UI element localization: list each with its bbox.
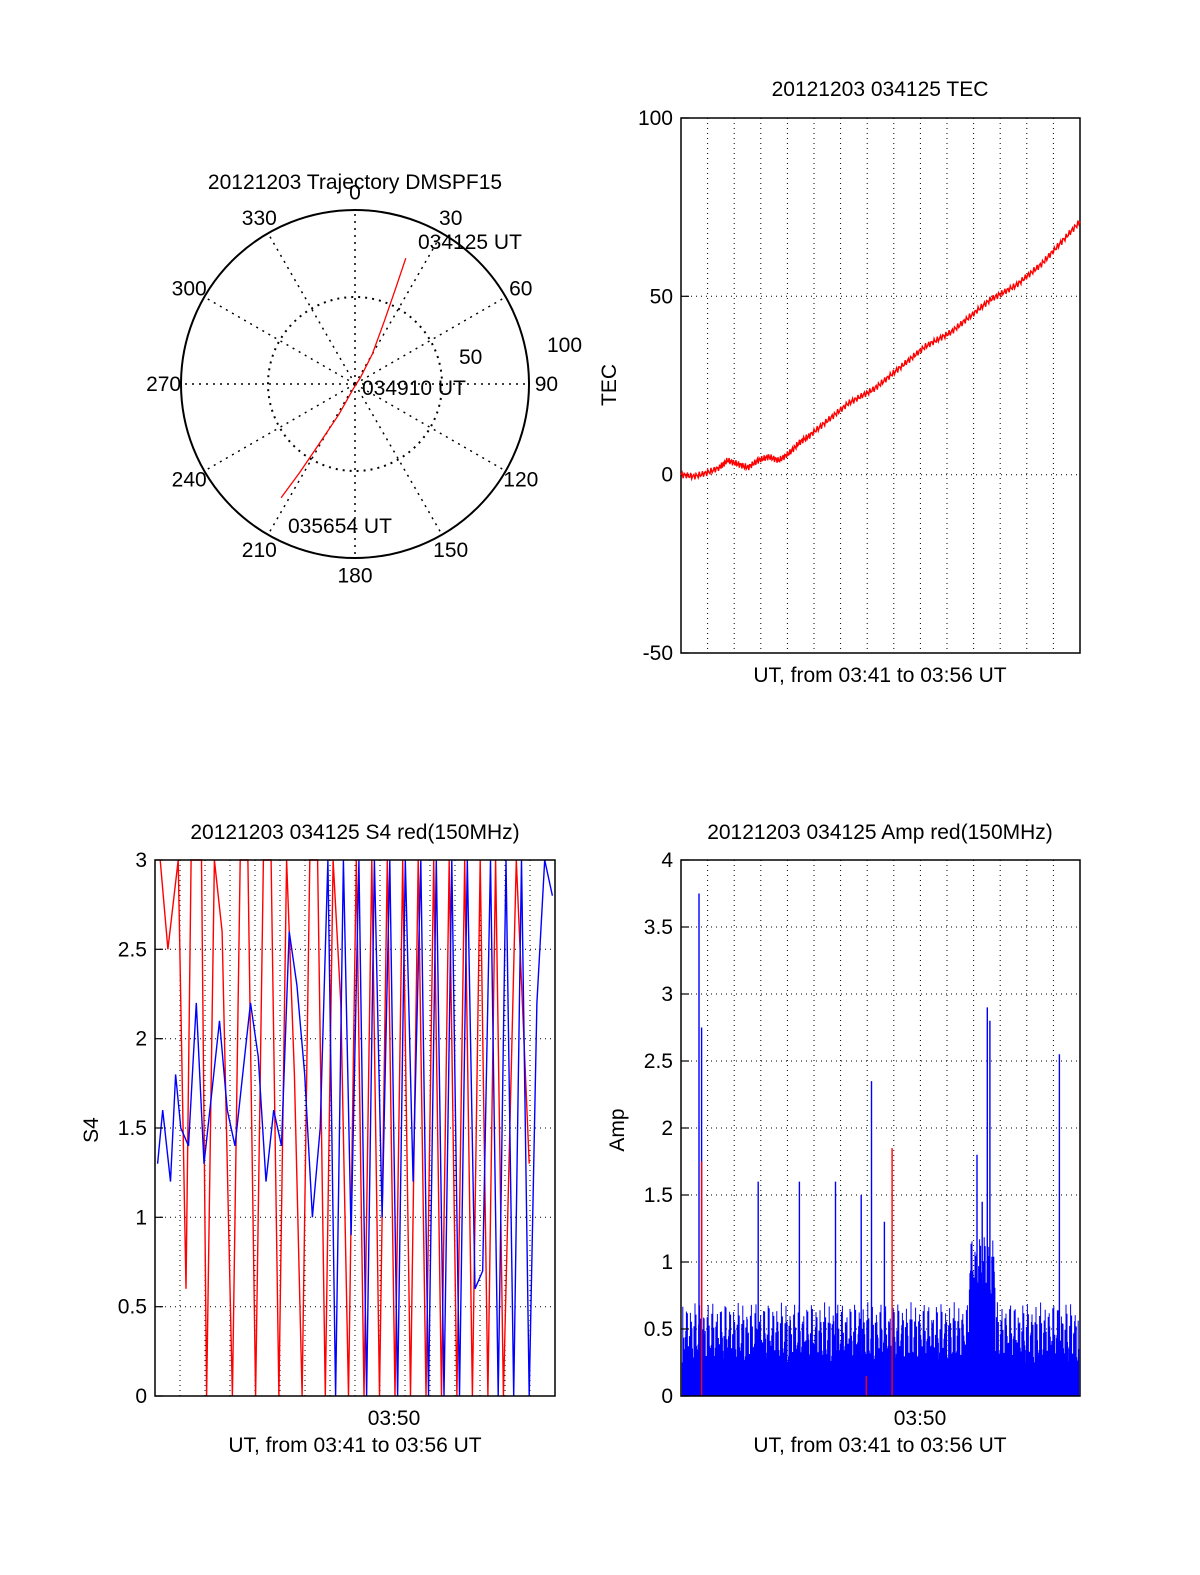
amp-ytick-label-1.5: 1.5 [644, 1184, 673, 1207]
amp-y-ticks: 0 0.5 1 1.5 2 2.5 3 3.5 4 [644, 849, 689, 1408]
amp-ytick-label-1: 1 [661, 1251, 673, 1274]
s4-ytick-label-3: 3 [135, 849, 147, 872]
amp-ytick-label-0: 0 [661, 1385, 673, 1408]
s4-y-ticks: 0 0.5 1 1.5 2 2.5 3 [118, 849, 163, 1408]
polar-radius-label-50: 50 [459, 346, 482, 369]
polar-spoke-150 [354, 383, 443, 536]
tec-y-ticks: -50 0 50 100 [638, 107, 689, 665]
amp-ytick-label-4: 4 [661, 849, 673, 872]
polar-radius-label-100: 100 [547, 334, 582, 357]
polar-spoke-240 [203, 383, 356, 472]
tec-ytick-label-100: 100 [638, 107, 673, 130]
s4-series [156, 859, 554, 1397]
tec-x-axis-label: UT, from 03:41 to 03:56 UT [753, 664, 1006, 687]
tec-ytick-label-0: 0 [661, 464, 673, 487]
polar-azimuth-label-60: 60 [509, 277, 532, 300]
amp-y-axis-label: Amp [606, 1108, 629, 1151]
polar-trajectory-chart: 20121203 Trajectory DMSPF15 0 30 60 90 120 15… [146, 171, 582, 587]
polar-azimuth-label-0: 0 [349, 182, 361, 205]
polar-azimuth-label-120: 120 [503, 469, 538, 492]
tec-y-axis-label: TEC [598, 364, 621, 406]
polar-azimuth-labels: 0 30 60 90 120 150 180 210 240 270 300 330 [146, 182, 558, 588]
s4-chart: 20121203 034125 S4 red(150MHz) 0 0.5 1 1.5 2… [80, 821, 556, 1457]
amp-chart-title: 20121203 034125 Amp red(150MHz) [707, 821, 1053, 844]
amp-ytick-label-0.5: 0.5 [644, 1318, 673, 1341]
amp-ytick-label-2: 2 [661, 1117, 673, 1140]
amp-ytick-label-3.5: 3.5 [644, 916, 673, 939]
polar-track-line [280, 257, 407, 499]
amp-ytick-label-3: 3 [661, 983, 673, 1006]
s4-x-tick-0350: 03:50 [368, 1407, 421, 1430]
polar-azimuth-label-300: 300 [172, 277, 207, 300]
tec-ytick-label-50: 50 [650, 285, 673, 308]
s4-ytick-label-1: 1 [135, 1206, 147, 1229]
polar-azimuth-label-240: 240 [172, 469, 207, 492]
s4-ytick-label-2.5: 2.5 [118, 938, 147, 961]
amp-x-tick-0350: 03:50 [894, 1407, 947, 1430]
polar-azimuth-label-330: 330 [242, 207, 277, 230]
s4-ytick-label-1.5: 1.5 [118, 1117, 147, 1140]
polar-spoke-300 [203, 296, 356, 385]
amp-noise-floor [681, 1237, 1080, 1396]
polar-annotation-start: 034125 UT [418, 231, 522, 254]
s4-y-axis-label: S4 [80, 1117, 103, 1143]
amp-chart: 20121203 034125 Amp red(150MHz) 0 0.5 1 1.5… [606, 821, 1081, 1457]
polar-annotation-mid: 034910 UT [362, 377, 466, 400]
tec-ytick-label--50: -50 [643, 642, 673, 665]
polar-azimuth-label-270: 270 [146, 373, 181, 396]
amp-series [681, 893, 1080, 1396]
polar-azimuth-label-30: 30 [439, 207, 462, 230]
polar-azimuth-label-150: 150 [433, 539, 468, 562]
polar-outer-circle [180, 209, 530, 559]
amp-x-axis-label: UT, from 03:41 to 03:56 UT [753, 1434, 1006, 1457]
s4-series-line-1 [156, 859, 554, 1397]
s4-ytick-label-2: 2 [135, 1028, 147, 1051]
polar-inner-circle [267, 296, 443, 472]
polar-spokes [181, 210, 529, 558]
tec-plot-frame [680, 117, 1081, 654]
polar-spoke-210 [267, 383, 356, 536]
polar-azimuth-label-210: 210 [242, 539, 277, 562]
polar-spoke-120 [354, 383, 507, 472]
tec-chart: 20121203 034125 TEC -50 0 50 100 UT, from 0… [598, 78, 1081, 687]
s4-chart-title: 20121203 034125 S4 red(150MHz) [190, 821, 519, 844]
s4-ytick-label-0: 0 [135, 1385, 147, 1408]
polar-spoke-330 [267, 232, 356, 385]
tec-series-line [680, 220, 1081, 482]
amp-ytick-label-2.5: 2.5 [644, 1050, 673, 1073]
tec-grid [681, 117, 1080, 654]
tec-chart-title: 20121203 034125 TEC [772, 78, 989, 101]
s4-x-axis-label: UT, from 03:41 to 03:56 UT [228, 1434, 481, 1457]
polar-spoke-60 [354, 296, 507, 385]
polar-annotation-end: 035654 UT [288, 515, 392, 538]
polar-chart-title: 20121203 Trajectory DMSPF15 [208, 171, 502, 194]
polar-azimuth-label-180: 180 [337, 564, 372, 587]
polar-azimuth-label-90: 90 [535, 373, 558, 396]
s4-ytick-label-0.5: 0.5 [118, 1296, 147, 1319]
